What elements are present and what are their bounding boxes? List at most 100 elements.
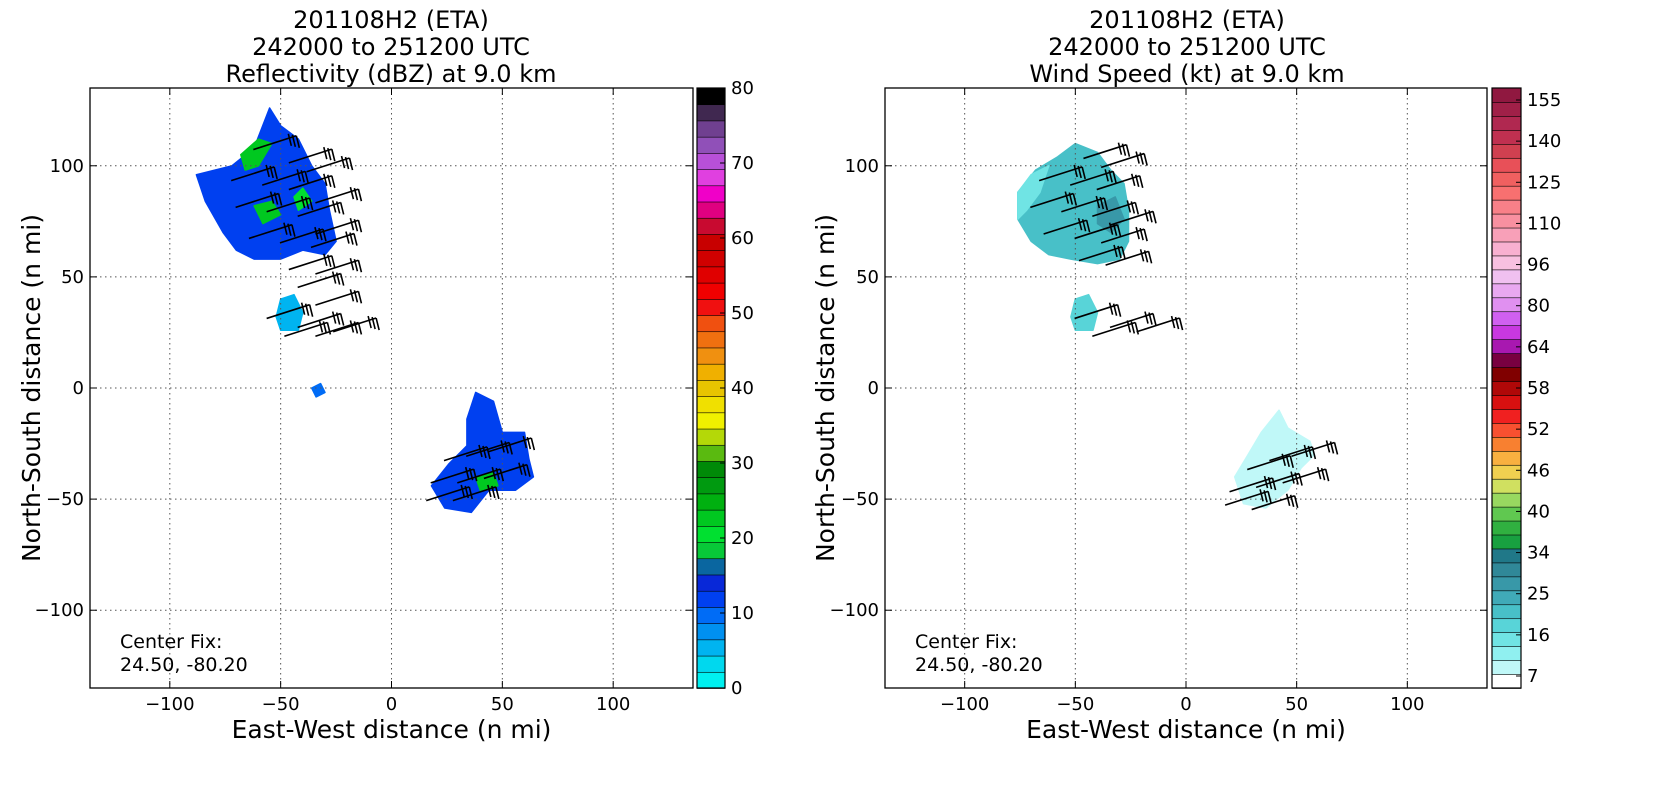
colorbar-cell — [696, 201, 726, 219]
wind-barb — [1109, 311, 1157, 329]
wind-barb — [1092, 320, 1140, 337]
wind-barb-flag — [1152, 211, 1157, 224]
wind-barb-flag — [1324, 468, 1330, 482]
colorbar-cell — [696, 136, 726, 154]
wind-barb-flag — [460, 484, 466, 498]
wind-barb-flag — [1095, 195, 1101, 209]
colorbar-tick-label: 96 — [1527, 255, 1550, 276]
y-tick-label: 100 — [50, 156, 84, 177]
wind-barb-flag — [1134, 202, 1140, 215]
wind-barb-flag — [491, 485, 496, 499]
wind-barb-flag — [265, 164, 270, 178]
colorbar-cell — [696, 314, 726, 333]
wind-barb — [284, 320, 332, 337]
wind-barb-flag — [1148, 312, 1153, 325]
colorbar-cell — [1491, 562, 1522, 578]
wind-barb-flag — [1125, 144, 1131, 157]
y-tick-label: −100 — [35, 600, 84, 621]
colorbar-cell — [1491, 283, 1522, 299]
wind-barb-flag — [1320, 467, 1326, 481]
colorbar-cell — [696, 671, 726, 689]
wind-barb-flag — [522, 435, 528, 449]
wind-barb-flag — [318, 227, 323, 241]
wind-barb-flag — [1285, 454, 1291, 467]
wind-barb-flag — [335, 312, 341, 325]
wind-barb-flag — [308, 197, 314, 211]
wind-barb-flag — [323, 253, 328, 266]
y-axis-label: North-South distance (n mi) — [811, 214, 840, 562]
colorbar-cell — [696, 266, 726, 284]
colorbar-cell — [1491, 115, 1522, 131]
colorbar-tick-label: 34 — [1527, 543, 1550, 564]
x-tick-label: 50 — [491, 694, 514, 715]
wind-barb-flag — [339, 273, 345, 286]
colorbar-tick-label: 16 — [1527, 625, 1550, 646]
wind-barb — [1109, 209, 1157, 226]
wind-barb-flag — [1174, 316, 1180, 330]
wind-barb-flag — [1135, 151, 1140, 164]
wind-barb-flag — [353, 187, 359, 201]
wind-barb-flag — [491, 466, 497, 480]
wind-barb-flag — [1112, 171, 1117, 184]
north-wind-light — [1017, 165, 1050, 220]
wind-barb-flag — [1144, 311, 1149, 324]
wind-barb — [1251, 493, 1299, 511]
colorbar-cell — [1491, 129, 1522, 145]
wind-barb — [1061, 195, 1109, 213]
colorbar-cell — [1491, 645, 1522, 661]
wind-barb-flag — [1077, 218, 1083, 231]
wind-barb — [1282, 466, 1330, 484]
colorbar: 0 10 20 30 40 50 60 70 80 — [696, 78, 754, 699]
wind-barb-flag — [331, 271, 337, 284]
wind-barb-flag — [331, 255, 336, 268]
colorbar-cell — [1491, 576, 1522, 592]
wind-barb-flag — [1081, 219, 1087, 232]
colorbar-cell — [696, 363, 726, 381]
colorbar-cell — [1491, 143, 1522, 159]
wind-barb-flag — [269, 165, 274, 179]
colorbar-tick-label: 155 — [1527, 90, 1561, 111]
colorbar-tick-label: 80 — [731, 78, 754, 99]
colorbar-cell — [1491, 464, 1522, 480]
wind-barb — [297, 271, 345, 289]
colorbar-cell — [696, 493, 726, 511]
colorbar-cell — [696, 330, 726, 349]
wind-barb-flag — [322, 321, 328, 334]
colorbar-tick-label: 70 — [731, 153, 754, 174]
wind-barb-flag — [287, 223, 292, 236]
wind-barb — [288, 173, 336, 191]
colorbar-cell — [696, 525, 726, 543]
wind-barb-flag — [1113, 244, 1118, 258]
wind-barb-flag — [357, 260, 363, 273]
center-fix-text: 24.50, -80.20 — [120, 654, 248, 676]
colorbar-cell — [1491, 324, 1522, 340]
wind-barb-flag — [1289, 494, 1295, 507]
small-echo — [310, 382, 326, 398]
wind-barb-flag — [277, 193, 283, 206]
wind-barb-flag — [1134, 174, 1140, 187]
wind-barb-flag — [331, 175, 336, 188]
colorbar-cell — [696, 574, 726, 592]
wind-barb-flag — [353, 290, 359, 303]
wind-barb-flag — [269, 191, 275, 204]
wind-barb — [315, 186, 363, 204]
wind-barb-flag — [344, 156, 350, 170]
wind-barb — [1092, 200, 1140, 217]
wind-barb-flag — [1116, 304, 1122, 317]
colorbar-cell — [1491, 659, 1522, 675]
y-tick-label: 0 — [868, 378, 879, 399]
wind-barb-flag — [1333, 442, 1339, 455]
colorbar-cell — [1491, 617, 1522, 633]
colorbar-tick-label: 25 — [1527, 584, 1550, 605]
colorbar-cell — [696, 606, 726, 624]
wind-barb-flag — [335, 272, 341, 285]
wind-barb-flag — [367, 315, 372, 329]
wind-barb-flag — [1178, 317, 1184, 331]
wind-barb-flag — [323, 173, 328, 186]
wind-barb-flag — [1316, 466, 1322, 480]
wind-barb — [315, 258, 363, 275]
wind-barb-flag — [464, 466, 470, 480]
colorbar-cell — [696, 395, 726, 414]
wind-barb-flag — [526, 464, 531, 477]
colorbar-tick-label: 125 — [1527, 172, 1561, 193]
